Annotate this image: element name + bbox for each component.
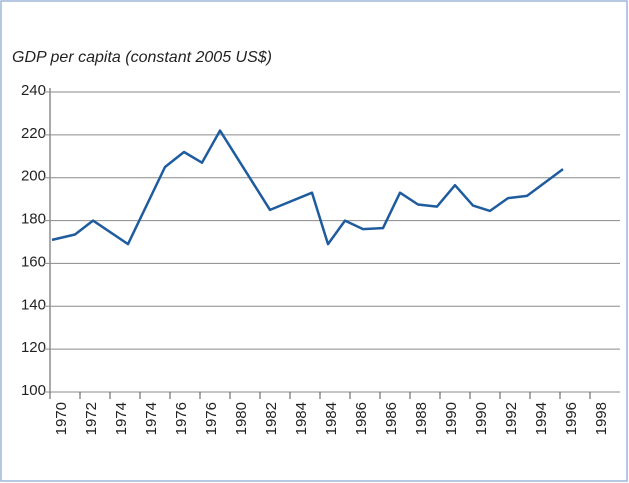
x-tick-label: 1974 xyxy=(113,402,130,435)
y-tick-label: 240 xyxy=(21,82,46,99)
x-tick-label: 1980 xyxy=(233,402,250,435)
x-tick-label: 1996 xyxy=(563,402,580,435)
x-tick-label: 1998 xyxy=(593,402,610,435)
y-tick-label: 220 xyxy=(21,125,46,142)
x-tick-label: 1976 xyxy=(173,402,190,435)
x-tick-label: 1990 xyxy=(443,402,460,435)
x-tick-label: 1990 xyxy=(473,402,490,435)
x-tick-label: 1970 xyxy=(53,402,70,435)
x-tick-label: 1986 xyxy=(383,402,400,435)
y-tick-label: 200 xyxy=(21,168,46,185)
x-tick-label: 1984 xyxy=(293,402,310,435)
y-tick-label: 160 xyxy=(21,253,46,270)
y-tick-label: 120 xyxy=(21,339,46,356)
x-tick-label: 1986 xyxy=(353,402,370,435)
x-tick-label: 1992 xyxy=(503,402,520,435)
x-tick-label: 1994 xyxy=(533,402,550,435)
x-tick-label: 1982 xyxy=(263,402,280,435)
x-tick-label: 1976 xyxy=(203,402,220,435)
y-tick-label: 180 xyxy=(21,211,46,228)
y-tick-label: 100 xyxy=(21,382,46,399)
x-tick-label: 1972 xyxy=(83,402,100,435)
x-tick-label: 1974 xyxy=(143,402,160,435)
x-tick-label: 1984 xyxy=(323,402,340,435)
line xyxy=(51,129,564,246)
x-tick-label: 1988 xyxy=(413,402,430,435)
chart-title: GDP per capita (constant 2005 US$) xyxy=(12,49,272,66)
y-tick-label: 140 xyxy=(21,296,46,313)
